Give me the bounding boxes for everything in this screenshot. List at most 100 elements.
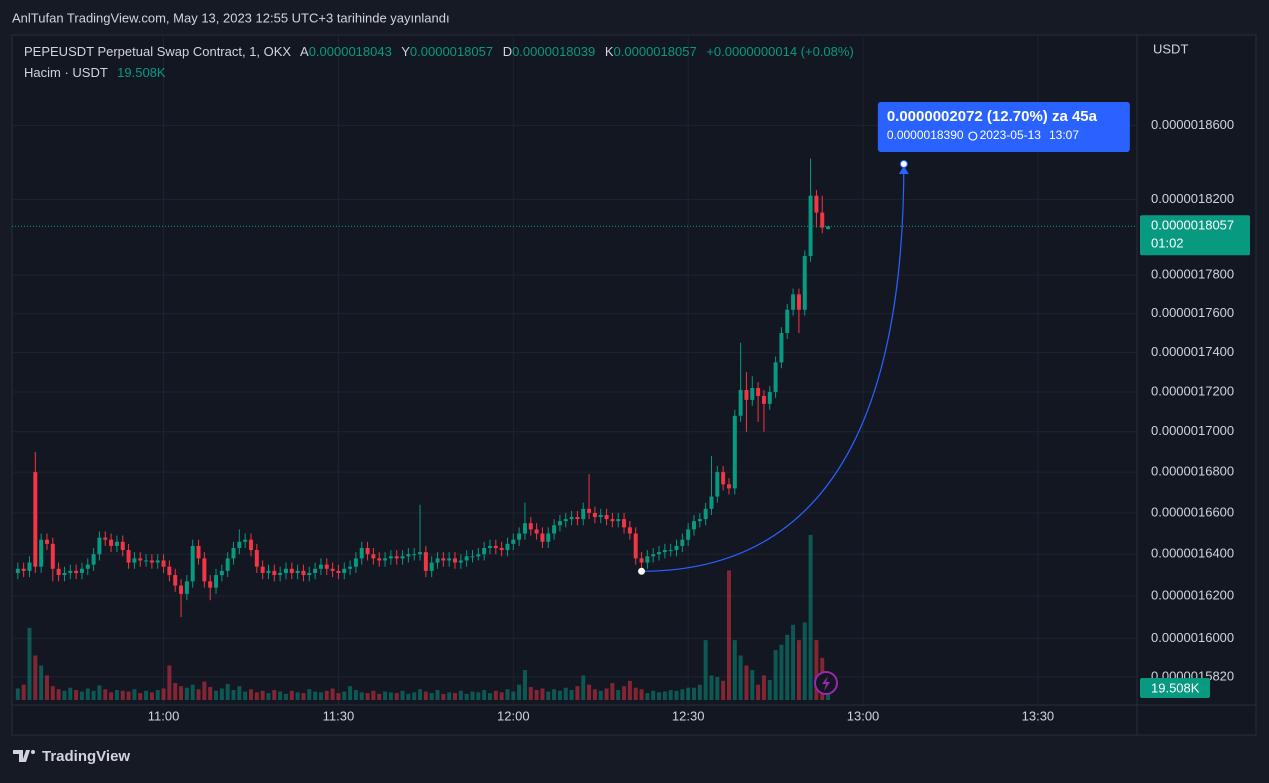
- candle-body: [388, 556, 393, 559]
- x-tick-label: 11:00: [148, 708, 180, 723]
- volume-bar: [91, 690, 96, 700]
- candle-body: [691, 521, 696, 530]
- candle-body: [353, 558, 358, 567]
- candle-body: [598, 514, 603, 518]
- candle-body: [97, 537, 102, 555]
- candle-body: [15, 568, 20, 573]
- candle-body: [738, 389, 743, 416]
- candle-body: [499, 547, 504, 551]
- candle-body: [423, 552, 428, 571]
- volume-bar: [388, 692, 393, 700]
- y-tick-label: 0.0000017600: [1151, 305, 1234, 320]
- volume-bar: [651, 690, 656, 700]
- volume-bar: [691, 687, 696, 700]
- candle-body: [318, 564, 323, 569]
- candle-body: [476, 554, 481, 557]
- candle-body: [196, 545, 201, 559]
- candle-body: [68, 570, 73, 573]
- volume-bar: [138, 693, 143, 700]
- candle-body: [260, 566, 265, 573]
- volume-bar: [149, 692, 154, 700]
- volume-bar: [785, 634, 790, 700]
- candle-body: [826, 226, 831, 229]
- candle-body: [668, 550, 673, 552]
- volume-bar: [587, 684, 592, 700]
- volume-bar: [534, 690, 539, 700]
- volume-bar: [598, 690, 603, 700]
- candle-body: [85, 564, 90, 569]
- ohlc-value: 0.0000018039: [512, 44, 595, 59]
- volume-value: 19.508K: [117, 65, 166, 80]
- candle-body: [511, 539, 516, 544]
- y-tick-label: 0.0000017200: [1151, 383, 1234, 398]
- ohlc-key: D: [503, 44, 512, 59]
- candle-body: [686, 529, 691, 540]
- volume-bar: [505, 689, 510, 700]
- x-tick-label: 13:00: [847, 708, 880, 723]
- candle-body: [482, 547, 487, 555]
- candle-body: [103, 537, 108, 540]
- volume-box: [1140, 678, 1210, 698]
- candles: [15, 158, 831, 618]
- lightning: [822, 676, 830, 691]
- candle-body: [581, 508, 586, 520]
- candle-body: [313, 568, 318, 573]
- candle-body: [214, 575, 219, 588]
- candle-body: [377, 558, 382, 561]
- candle-body: [592, 512, 597, 518]
- candle-body: [132, 558, 137, 563]
- candle-body: [336, 570, 341, 573]
- projection-date: 2023-05-13: [980, 128, 1042, 142]
- projection-end: [899, 160, 908, 169]
- volume-bar: [126, 691, 131, 700]
- candle-body: [802, 256, 807, 310]
- ohlc-key: Y: [401, 44, 410, 59]
- candle-body: [330, 568, 335, 571]
- volume-bar: [359, 692, 364, 700]
- volume-bar: [208, 686, 213, 700]
- candle-body: [56, 568, 61, 576]
- volume-bar: [610, 683, 615, 700]
- volume-bar: [418, 689, 423, 700]
- candle-body: [587, 508, 592, 513]
- volume-bar: [447, 692, 452, 700]
- volume-bar: [289, 690, 294, 700]
- candle-body: [453, 558, 458, 563]
- volume-bar: [540, 688, 545, 700]
- candle-body: [301, 570, 306, 576]
- candle-body: [709, 496, 714, 509]
- candle-body: [44, 539, 49, 544]
- volume-bar: [627, 680, 632, 700]
- countdown: 01:02: [1151, 236, 1184, 251]
- volume-legend: Hacim · USDT 19.508K: [24, 65, 166, 80]
- candle-body: [662, 550, 667, 553]
- volume-bar: [406, 693, 411, 700]
- projection-curve: [641, 164, 905, 572]
- candle-body: [307, 572, 312, 576]
- volume-bar: [604, 688, 609, 700]
- volume-bar: [260, 690, 265, 700]
- volume-bar: [196, 689, 201, 700]
- candle-body: [219, 570, 224, 576]
- volume-bar: [563, 687, 568, 700]
- candle-body: [767, 391, 772, 404]
- volume-bar: [307, 689, 312, 700]
- volume-bar: [62, 690, 67, 700]
- candle-body: [814, 195, 819, 213]
- candle-body: [552, 525, 557, 534]
- candle-body: [266, 570, 271, 573]
- last-price-box: [1140, 215, 1250, 256]
- candle-body: [633, 533, 638, 559]
- candle-body: [348, 566, 353, 569]
- candle-body: [761, 395, 766, 404]
- volume-bar: [458, 690, 463, 700]
- candle-body: [721, 472, 726, 485]
- volume-bar: [365, 693, 370, 700]
- y-tick-label: 0.0000016000: [1151, 630, 1234, 645]
- volume-bar: [773, 650, 778, 700]
- volume-bar: [214, 690, 219, 700]
- volume-bar: [616, 690, 621, 700]
- logo-dot: [31, 750, 35, 754]
- candle-body: [91, 554, 96, 565]
- volume-bar: [39, 665, 44, 700]
